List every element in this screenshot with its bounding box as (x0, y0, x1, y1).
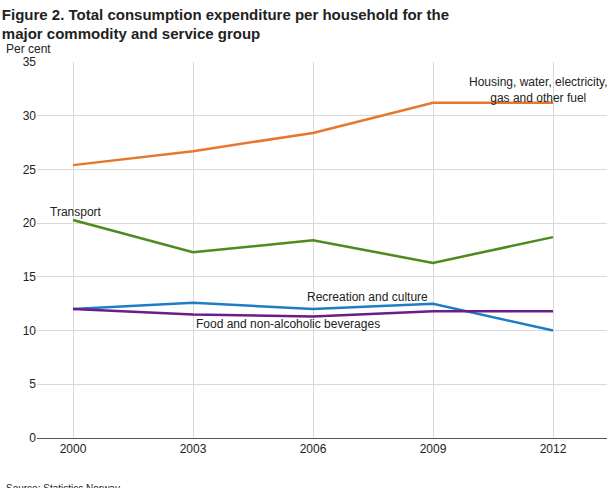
svg-text:30: 30 (23, 109, 37, 123)
svg-text:25: 25 (23, 163, 37, 177)
svg-text:2003: 2003 (180, 442, 207, 456)
svg-text:Housing, water, electricity,ga: Housing, water, electricity,gas and othe… (469, 75, 608, 105)
svg-text:0: 0 (29, 431, 36, 445)
svg-text:Food and non-alcoholic beverag: Food and non-alcoholic beverages (196, 317, 380, 331)
svg-text:2012: 2012 (540, 442, 567, 456)
svg-text:Transport: Transport (50, 205, 102, 219)
svg-text:5: 5 (29, 377, 36, 391)
svg-text:2000: 2000 (60, 442, 87, 456)
svg-text:Source: Statistics Norway.: Source: Statistics Norway. (6, 483, 122, 488)
svg-text:35: 35 (23, 55, 37, 69)
svg-text:Per cent: Per cent (6, 42, 51, 56)
svg-text:20: 20 (23, 216, 37, 230)
svg-text:2006: 2006 (300, 442, 327, 456)
svg-text:15: 15 (23, 270, 37, 284)
svg-text:Figure 2. Total consumption ex: Figure 2. Total consumption expenditure … (2, 6, 449, 43)
svg-text:Recreation and culture: Recreation and culture (307, 290, 428, 304)
svg-text:2009: 2009 (420, 442, 447, 456)
svg-text:10: 10 (23, 324, 37, 338)
